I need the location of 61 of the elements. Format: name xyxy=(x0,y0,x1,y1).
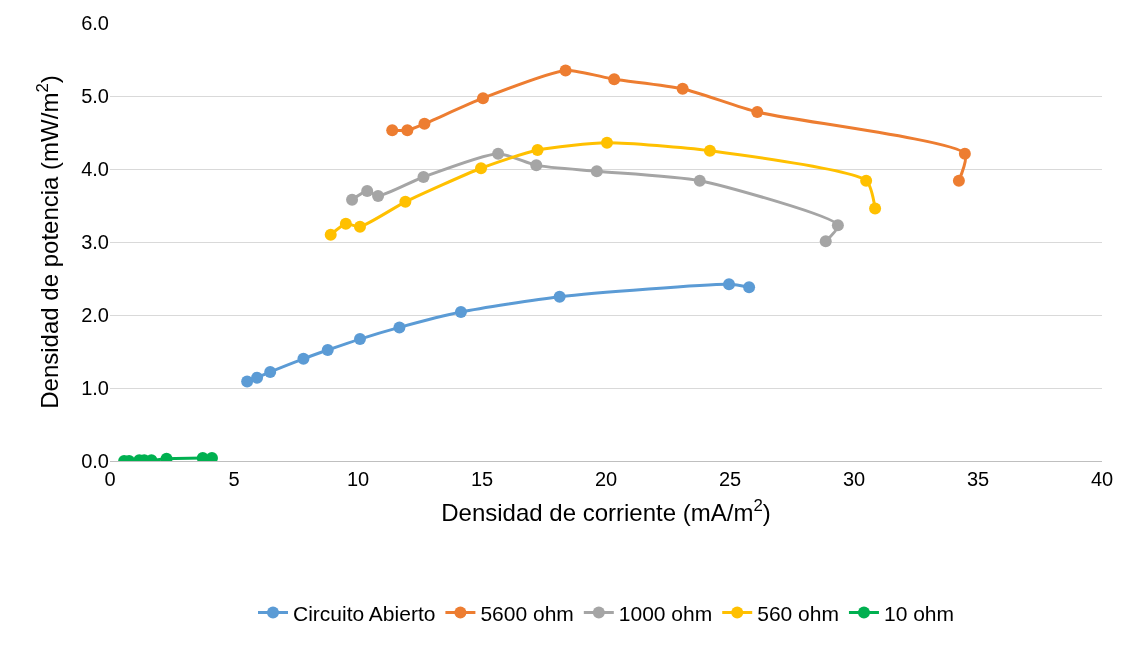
point xyxy=(372,190,385,202)
x-tick-label: 25 xyxy=(718,468,742,490)
y-tick-label: 5.0 xyxy=(81,85,109,107)
point xyxy=(321,344,334,357)
point xyxy=(492,147,505,160)
point xyxy=(743,281,756,294)
point xyxy=(723,278,736,291)
point xyxy=(869,202,882,215)
x-tick-label: 35 xyxy=(966,468,990,490)
legend-label: 10 ohm xyxy=(883,601,954,625)
point xyxy=(475,162,488,175)
point xyxy=(590,165,603,178)
y-tick-label: 6.0 xyxy=(81,12,109,34)
point xyxy=(819,235,832,248)
point xyxy=(601,136,613,149)
point xyxy=(477,92,489,105)
point xyxy=(393,321,406,334)
x-tick-label: 40 xyxy=(1090,468,1114,490)
point xyxy=(703,144,716,157)
point xyxy=(418,117,431,130)
point xyxy=(353,333,366,346)
point xyxy=(454,306,467,319)
x-tick-label: 30 xyxy=(842,468,866,490)
y-tick-label: 2.0 xyxy=(81,304,109,326)
legend-label: 560 ohm xyxy=(757,601,839,625)
point xyxy=(346,193,359,206)
point xyxy=(264,365,277,378)
point xyxy=(361,184,374,197)
point xyxy=(751,106,764,119)
point xyxy=(693,174,706,187)
point xyxy=(831,219,844,232)
point xyxy=(241,375,254,388)
point xyxy=(860,174,873,187)
point xyxy=(958,147,971,160)
point xyxy=(559,64,572,77)
point xyxy=(676,82,689,95)
point xyxy=(417,171,430,184)
point xyxy=(401,124,414,137)
point xyxy=(952,174,965,187)
point xyxy=(386,124,399,137)
x-tick-label: 15 xyxy=(470,468,494,490)
point xyxy=(339,217,352,230)
point xyxy=(251,371,264,384)
x-tick-label: 10 xyxy=(346,468,370,490)
point xyxy=(399,195,412,208)
point xyxy=(531,144,544,157)
point xyxy=(553,290,566,303)
legend-label: 1000 ohm xyxy=(618,601,713,625)
legend-label: Circuito Abierto xyxy=(293,601,436,625)
point xyxy=(608,73,621,86)
legend-label: 5600 ohm xyxy=(480,601,574,625)
x-tick-label: 5 xyxy=(228,468,240,490)
x-tick-label: 20 xyxy=(594,468,618,490)
point xyxy=(324,228,337,241)
point xyxy=(353,220,366,233)
point xyxy=(530,159,543,172)
x-axis-title: Densidad de corriente (mA/m$^{2}$) xyxy=(441,496,771,527)
y-tick-label: 4.0 xyxy=(81,158,109,180)
y-tick-label: 3.0 xyxy=(81,231,109,253)
y-tick-label: 1.0 xyxy=(81,377,109,399)
point xyxy=(297,352,310,365)
